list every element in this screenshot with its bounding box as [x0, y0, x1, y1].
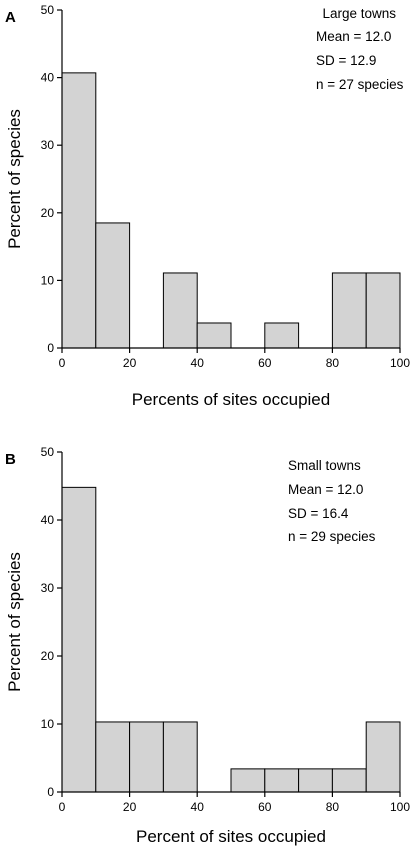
x-tick-label: 60	[258, 356, 272, 370]
histogram-bar	[162, 272, 198, 349]
histogram-bar	[298, 768, 333, 793]
stats-annotation: Mean = 12.0	[316, 29, 391, 44]
y-tick-label: 30	[41, 138, 55, 152]
histogram-bar	[95, 721, 131, 793]
x-tick-label: 40	[191, 800, 205, 814]
y-tick-label: 40	[41, 513, 55, 527]
histogram-bar	[61, 72, 97, 349]
x-tick-label: 20	[123, 800, 137, 814]
stats-annotation: n = 29 species	[288, 529, 376, 544]
histogram-bar	[162, 721, 198, 793]
x-axis-title: Percent of sites occupied	[136, 827, 326, 846]
histogram-bar	[61, 486, 97, 793]
x-axis-title: Percents of sites occupied	[132, 390, 330, 409]
x-tick-label: 40	[191, 356, 205, 370]
stats-annotation: SD = 12.9	[316, 53, 376, 68]
y-tick-label: 30	[41, 581, 55, 595]
histogram-bar	[365, 272, 401, 349]
y-tick-label: 10	[41, 273, 55, 287]
y-tick-label: 20	[41, 649, 55, 663]
y-tick-label: 50	[41, 3, 55, 17]
stats-annotation: SD = 16.4	[288, 506, 349, 521]
y-tick-label: 50	[41, 445, 55, 459]
y-tick-label: 40	[41, 71, 55, 85]
y-axis-title: Percent of species	[5, 552, 24, 692]
x-tick-label: 100	[390, 800, 410, 814]
y-tick-label: 20	[41, 206, 55, 220]
x-tick-label: 0	[59, 800, 66, 814]
panel-a-histogram: 0 10 20 30 40 50 0 20 40 60 80 100 Percents of sites…	[5, 3, 410, 409]
stats-annotation: Mean = 12.0	[288, 482, 363, 497]
stats-annotation: n = 27 species	[316, 77, 404, 92]
y-tick-label: 0	[47, 341, 54, 355]
stats-annotation: Small towns	[288, 458, 361, 473]
histogram-bar	[331, 272, 367, 349]
panel-b-histogram: 0 10 20 30 40 50 0 20 40 60 80 100 Percent of sites …	[5, 445, 410, 846]
x-tick-label: 60	[258, 800, 272, 814]
x-tick-label: 20	[123, 356, 137, 370]
histogram-bar	[196, 322, 232, 349]
histogram-bar	[264, 768, 300, 793]
y-tick-label: 0	[47, 785, 54, 799]
panel-label: A	[5, 9, 16, 26]
x-tick-label: 80	[326, 800, 340, 814]
histogram-bar	[230, 768, 266, 793]
x-tick-label: 0	[59, 356, 66, 370]
y-tick-label: 10	[41, 717, 55, 731]
x-tick-label: 100	[390, 356, 410, 370]
histogram-bar	[264, 322, 300, 349]
histogram-bar	[365, 721, 401, 793]
y-axis-title: Percent of species	[5, 109, 24, 249]
histogram-bar	[331, 768, 367, 793]
stats-annotation: Large towns	[322, 6, 396, 21]
histogram-bar	[95, 222, 131, 349]
x-tick-label: 80	[326, 356, 340, 370]
histogram-bar	[129, 721, 164, 793]
panel-label: B	[5, 451, 16, 468]
